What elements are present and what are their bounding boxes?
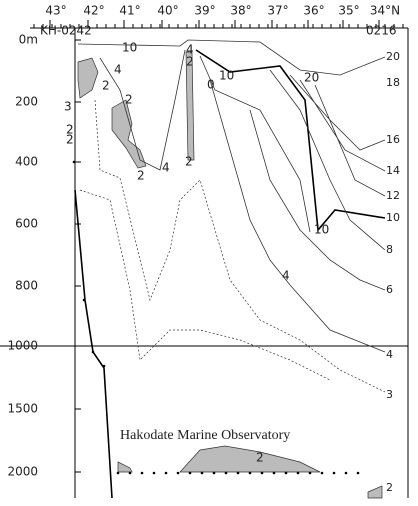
contour-label: 14 bbox=[386, 164, 400, 177]
contour-label: 4 bbox=[114, 63, 122, 77]
contour-label: 10 bbox=[122, 41, 137, 55]
depth-label: 2000 bbox=[7, 465, 38, 479]
top-label: 39° bbox=[194, 4, 215, 18]
station-dot bbox=[272, 471, 276, 475]
shade bbox=[185, 51, 195, 161]
station-dot bbox=[236, 471, 240, 475]
contour-label: 2 bbox=[66, 123, 74, 137]
top-label: 38° bbox=[230, 4, 251, 18]
contour bbox=[77, 39, 386, 76]
station-dot bbox=[308, 471, 312, 475]
depth-label: 1000 bbox=[7, 339, 38, 353]
depth-label: 0m bbox=[19, 33, 38, 47]
station-dot bbox=[224, 471, 228, 475]
shade bbox=[77, 57, 99, 99]
credit: Hakodate Marine Observatory bbox=[120, 428, 290, 443]
contour-label: 2 bbox=[186, 55, 194, 69]
station-dot bbox=[116, 471, 120, 475]
contour-label: 16 bbox=[386, 133, 400, 146]
contour-label: 2 bbox=[256, 451, 264, 465]
contour-dashed bbox=[79, 189, 331, 381]
contour-label: 2 bbox=[386, 481, 393, 494]
contour-label: 18 bbox=[386, 76, 400, 89]
stations-dots bbox=[72, 160, 360, 475]
ticks bbox=[33, 20, 404, 473]
top-label: 36° bbox=[303, 4, 324, 18]
station-dot bbox=[176, 471, 180, 475]
contour-label: 10 bbox=[386, 211, 400, 224]
contour-label: 3 bbox=[64, 100, 72, 114]
station-dot bbox=[296, 471, 300, 475]
contour-label: 6 bbox=[386, 283, 393, 296]
top-label: 43° bbox=[45, 4, 66, 18]
top-label: 42° bbox=[83, 4, 104, 18]
contour bbox=[269, 69, 386, 251]
station-dot bbox=[320, 471, 324, 475]
station-start: KH-0242 bbox=[40, 24, 92, 38]
contour-label: 4 bbox=[162, 161, 170, 175]
station-dot bbox=[260, 471, 264, 475]
station-dot bbox=[356, 471, 360, 475]
contour bbox=[209, 79, 386, 353]
station-dot bbox=[284, 471, 288, 475]
station-dot bbox=[82, 298, 86, 302]
station-dot bbox=[344, 471, 348, 475]
station-dot bbox=[164, 471, 168, 475]
shade bbox=[117, 461, 133, 473]
station-dot bbox=[248, 471, 252, 475]
contour-label: 10 bbox=[219, 69, 234, 83]
depth-label: 1500 bbox=[7, 402, 38, 416]
top-label: 35° bbox=[338, 4, 359, 18]
contour-label: 20 bbox=[304, 71, 319, 85]
contour-label: 0 bbox=[207, 78, 215, 92]
shade bbox=[111, 99, 147, 169]
shade bbox=[179, 445, 321, 473]
contour-label: 2 bbox=[125, 93, 133, 107]
contour-label: 4 bbox=[386, 348, 393, 361]
top-label: 41° bbox=[119, 4, 140, 18]
station-dot bbox=[212, 471, 216, 475]
contour-label: 2 bbox=[66, 133, 74, 147]
station-dot bbox=[200, 471, 204, 475]
station-dot bbox=[188, 471, 192, 475]
contour-dashed bbox=[94, 99, 386, 393]
contour-label: 20 bbox=[386, 50, 400, 63]
contour-label: 2 bbox=[185, 155, 193, 169]
contour-label: 4 bbox=[282, 269, 290, 283]
contour-label: 4 bbox=[186, 43, 194, 57]
station-dot bbox=[91, 350, 95, 354]
contour bbox=[99, 49, 311, 233]
top-label: 37° bbox=[267, 4, 288, 18]
depth-label: 800 bbox=[15, 279, 38, 293]
depth-label: 600 bbox=[15, 217, 38, 231]
bottom-profile bbox=[74, 189, 113, 499]
station-dot bbox=[102, 364, 106, 368]
station-dot bbox=[128, 471, 132, 475]
station-dot bbox=[140, 471, 144, 475]
contour bbox=[195, 49, 386, 232]
inner-labels: 10 4 2 10 20 0 4 2 2 3 2 2 2 4 2 10 4 2 bbox=[64, 41, 329, 465]
top-label: 34°N bbox=[370, 4, 400, 18]
contour-label: 2 bbox=[102, 79, 110, 93]
depth-label: 200 bbox=[15, 95, 38, 109]
station-dot bbox=[72, 160, 76, 164]
contour bbox=[289, 74, 386, 197]
contour-label: 2 bbox=[137, 169, 145, 183]
station-dot bbox=[152, 471, 156, 475]
top-label: 40° bbox=[157, 4, 178, 18]
contour bbox=[249, 109, 386, 291]
station-end: 0216 bbox=[366, 24, 397, 38]
contour-label: 3 bbox=[386, 388, 393, 401]
shade bbox=[367, 485, 383, 499]
contour-label: 12 bbox=[386, 189, 400, 202]
station-dot bbox=[332, 471, 336, 475]
contour-label: 8 bbox=[386, 243, 393, 256]
depth-label: 400 bbox=[15, 155, 38, 169]
contour-label: 10 bbox=[314, 223, 329, 237]
